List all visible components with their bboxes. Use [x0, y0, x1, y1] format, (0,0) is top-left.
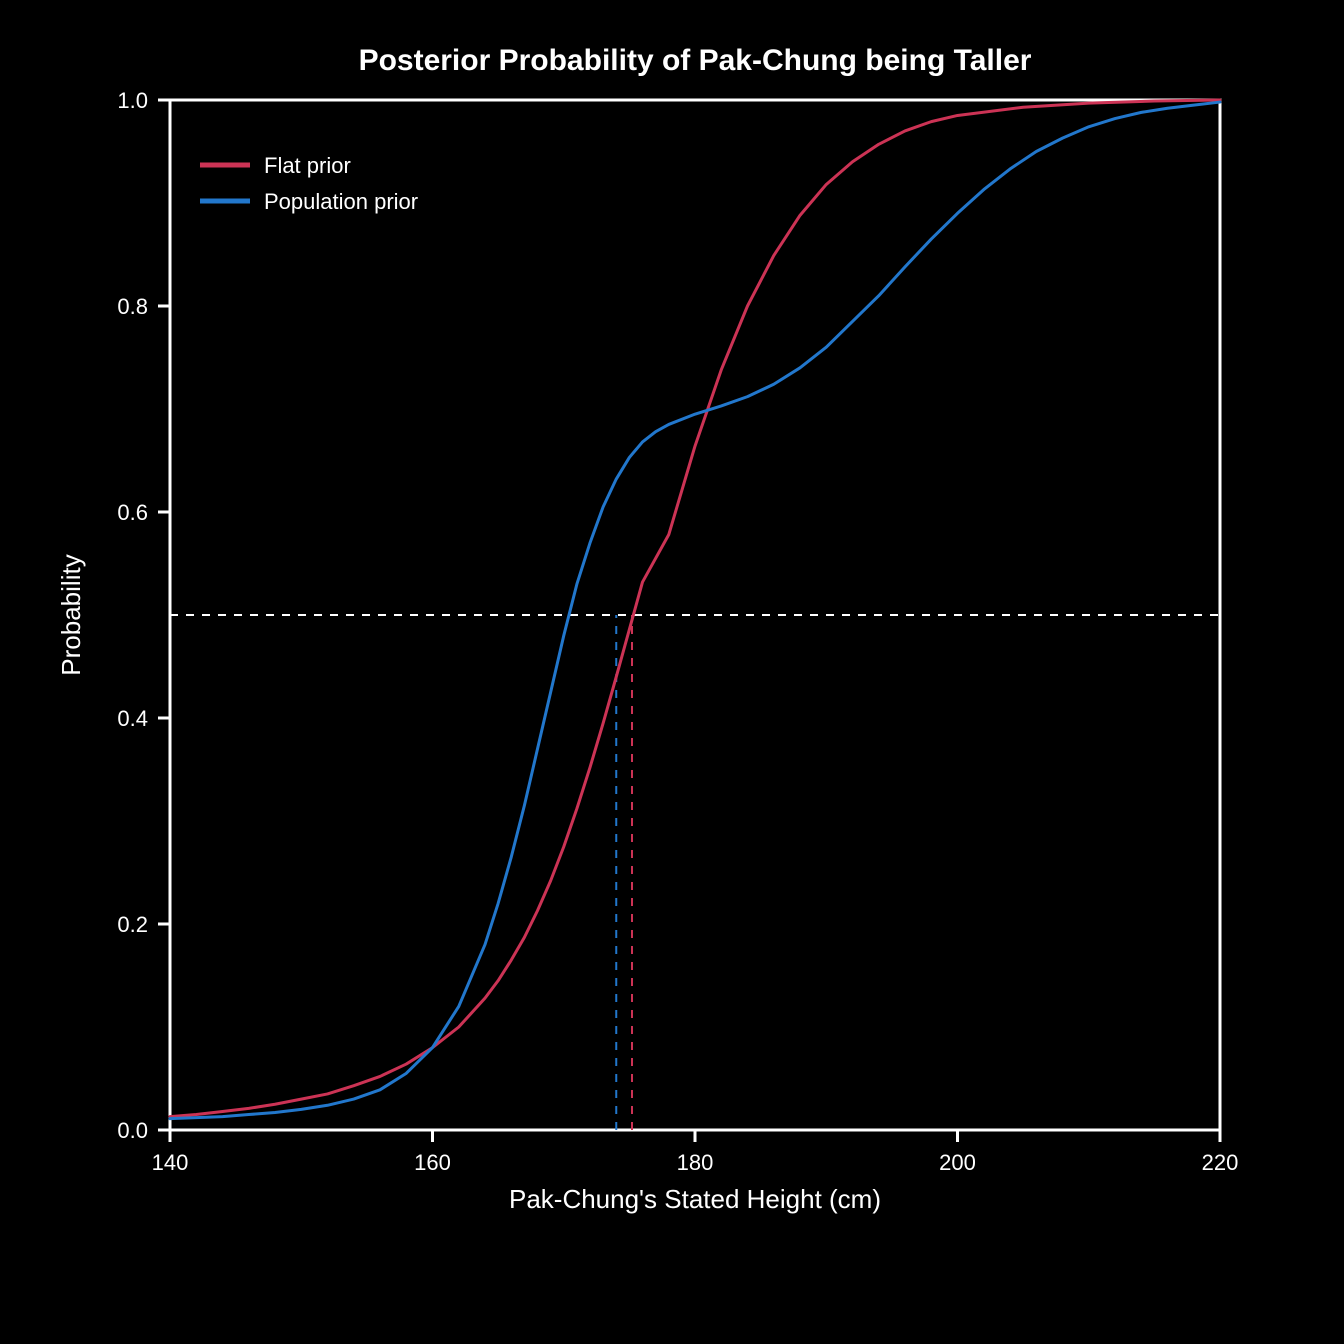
legend-label: Flat prior: [264, 153, 351, 178]
x-tick-label: 200: [939, 1150, 976, 1175]
posterior-probability-chart: 140 160 180 200 220 0.0 0.2 0.4 0.6 0.8 1.0 Pak-Chu…: [0, 0, 1344, 1344]
y-tick-label: 0.2: [117, 912, 148, 937]
legend-label: Population prior: [264, 189, 418, 214]
x-axis-label: Pak-Chung's Stated Height (cm): [509, 1184, 881, 1214]
x-tick-label: 140: [152, 1150, 189, 1175]
x-tick-label: 220: [1202, 1150, 1239, 1175]
x-tick-label: 180: [677, 1150, 714, 1175]
chart-title: Posterior Probability of Pak-Chung being…: [359, 44, 1032, 77]
y-tick-label: 0.6: [117, 500, 148, 525]
y-tick-label: 0.0: [117, 1118, 148, 1143]
x-tick-label: 160: [414, 1150, 451, 1175]
y-axis-label: Probability: [56, 554, 86, 675]
y-tick-label: 0.4: [117, 706, 148, 731]
chart-svg: 140 160 180 200 220 0.0 0.2 0.4 0.6 0.8 1.0 Pak-Chu…: [0, 0, 1344, 1344]
y-tick-label: 1.0: [117, 88, 148, 113]
y-tick-label: 0.8: [117, 294, 148, 319]
